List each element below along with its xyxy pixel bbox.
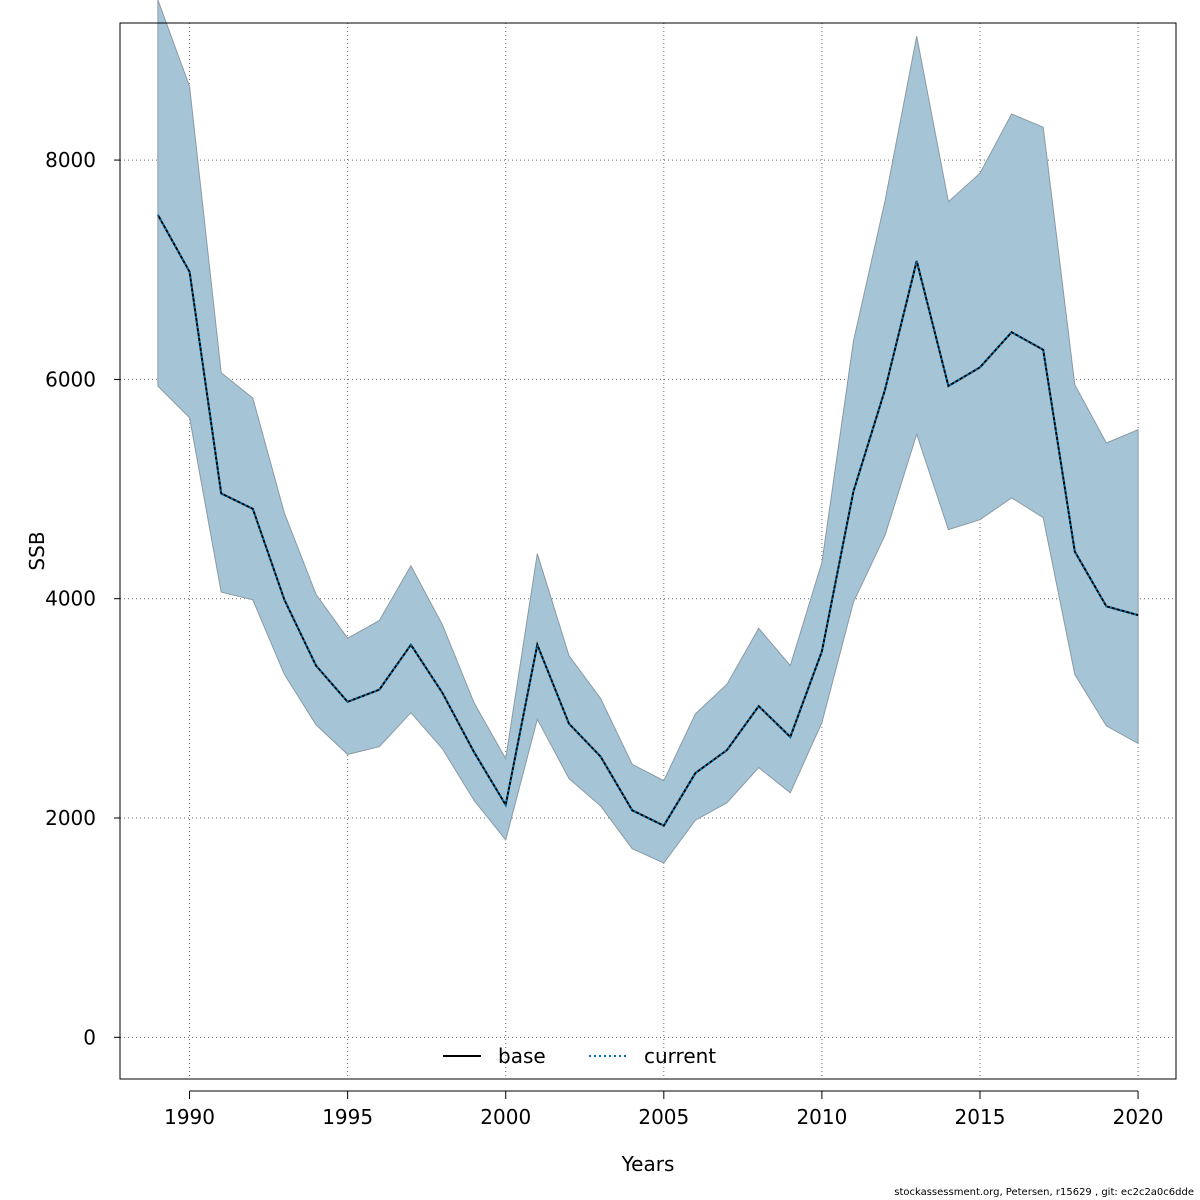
y-tick-label: 0 xyxy=(83,1025,96,1049)
x-tick-label: 2010 xyxy=(796,1105,847,1129)
legend-label-base: base xyxy=(498,1044,546,1068)
x-tick-label: 2005 xyxy=(638,1105,689,1129)
axes: 1990 1995 2000 2005 2010 2015 2020 Years 0 2000 40… xyxy=(25,148,1164,1176)
x-tick-label: 2015 xyxy=(955,1105,1006,1129)
legend: base current xyxy=(443,1044,716,1068)
confidence-band xyxy=(157,0,1139,864)
x-tick-label: 2020 xyxy=(1113,1105,1164,1129)
x-axis-title: Years xyxy=(621,1152,675,1176)
x-tick-label: 1990 xyxy=(164,1105,215,1129)
x-tick-label: 1995 xyxy=(322,1105,373,1129)
y-axis-title: SSB xyxy=(25,531,49,570)
y-tick-label: 6000 xyxy=(45,367,96,391)
y-tick-label: 4000 xyxy=(45,587,96,611)
plot-frame xyxy=(119,22,1177,1080)
y-tick-label: 8000 xyxy=(45,148,96,172)
series-line-current xyxy=(157,214,1139,828)
footer-credit: stockassessment.org, Petersen, r15629 , … xyxy=(894,1187,1194,1198)
confidence-band-layer xyxy=(157,0,1139,864)
x-tick-label: 2000 xyxy=(480,1105,531,1129)
legend-label-current: current xyxy=(644,1044,716,1068)
y-tick-label: 2000 xyxy=(45,806,96,830)
series-lines xyxy=(157,214,1139,828)
